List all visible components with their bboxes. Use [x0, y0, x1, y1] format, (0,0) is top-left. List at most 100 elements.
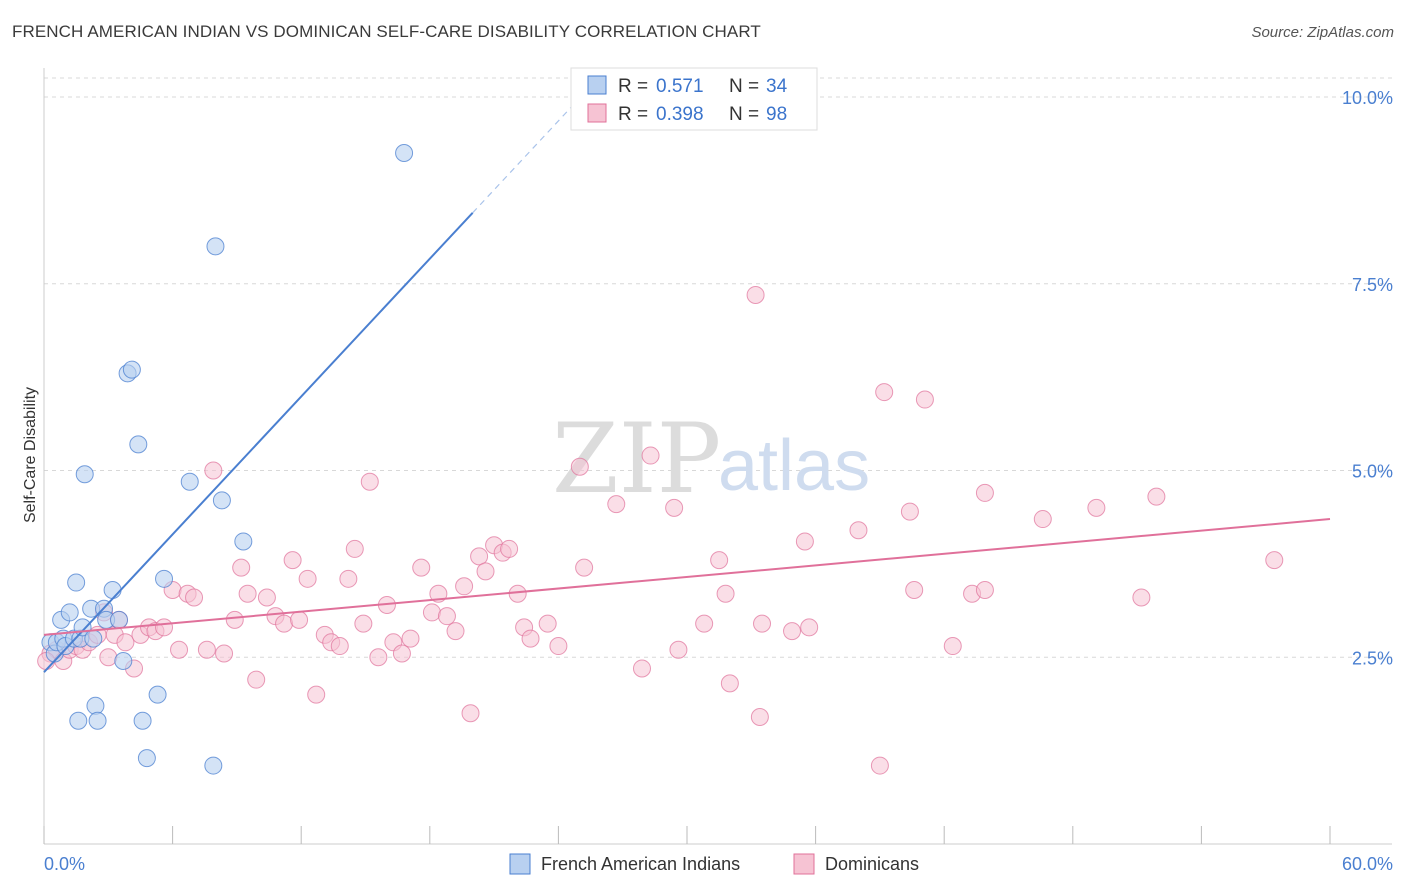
dominicans-point-32 — [283, 551, 302, 570]
trend-lines — [43, 97, 1331, 673]
dominicans-point-19 — [170, 640, 189, 659]
dominicans-point-96 — [1265, 551, 1284, 570]
french-american-indians-point-8 — [67, 573, 86, 592]
watermark: ZIP atlas — [552, 403, 870, 515]
french-american-indians-point-20 — [110, 610, 129, 629]
dominicans-point-23 — [204, 461, 223, 480]
dominicans-point-31 — [275, 614, 294, 633]
legend-r-label-1: R = — [618, 76, 648, 97]
legend-r-value-1: 0.571 — [656, 76, 704, 97]
dominicans-point-92 — [1033, 510, 1052, 529]
dominicans-point-95 — [1147, 487, 1166, 506]
french-american-indians-points — [41, 144, 414, 775]
dominicans-point-68 — [632, 659, 651, 678]
french-american-indians-trend-line — [43, 212, 474, 673]
dominicans-point-26 — [232, 558, 251, 577]
dominicans-point-48 — [412, 558, 431, 577]
dominicans-point-73 — [710, 551, 729, 570]
dominicans-point-69 — [641, 446, 660, 465]
dominicans-point-55 — [470, 547, 489, 566]
watermark-atlas: atlas — [718, 426, 870, 506]
dominicans-point-66 — [575, 558, 594, 577]
bottom-legend-swatch-blue — [509, 853, 531, 875]
french-american-indians-point-31 — [206, 237, 225, 256]
dominicans-point-41 — [354, 614, 373, 633]
french-american-indians-trend-extension — [472, 97, 581, 214]
dominicans-point-82 — [849, 521, 868, 540]
legend-r-label-2: R = — [618, 104, 648, 125]
french-american-indians-point-32 — [212, 491, 231, 510]
dominicans-point-91 — [975, 483, 994, 502]
chart-title: FRENCH AMERICAN INDIAN VS DOMINICAN SELF… — [12, 22, 761, 41]
french-american-indians-point-23 — [122, 360, 141, 379]
dominicans-point-46 — [392, 644, 411, 663]
french-american-indians-point-19 — [103, 581, 122, 600]
legend-n-value-1: 34 — [766, 76, 788, 97]
dominicans-point-77 — [750, 708, 769, 727]
french-american-indians-point-21 — [114, 651, 133, 670]
source-credit: Source: ZipAtlas.com — [1251, 24, 1394, 41]
x-tick-label-1: 60.0% — [1342, 854, 1393, 874]
dominicans-point-60 — [508, 584, 527, 603]
dominicans-point-62 — [521, 629, 540, 648]
french-american-indians-point-33 — [234, 532, 253, 551]
dominicans-point-47 — [401, 629, 420, 648]
dominicans-point-85 — [900, 502, 919, 521]
dominicans-point-64 — [549, 637, 568, 656]
dominicans-point-70 — [665, 498, 684, 517]
dominicans-point-84 — [875, 383, 894, 402]
dominicans-point-43 — [369, 648, 388, 667]
dominicans-point-12 — [116, 633, 135, 652]
dominicans-point-35 — [307, 685, 326, 704]
french-american-indians-point-16 — [88, 711, 107, 730]
dominicans-point-67 — [607, 495, 626, 514]
legend-n-label-2: N = — [729, 104, 759, 125]
dominicans-point-33 — [290, 610, 309, 629]
legend-n-value-2: 98 — [766, 104, 787, 125]
legend-box — [570, 67, 818, 131]
dominicans-point-25 — [225, 610, 244, 629]
dominicans-point-90 — [975, 581, 994, 600]
dominicans-point-63 — [538, 614, 557, 633]
dominicans-point-59 — [500, 539, 519, 558]
dominicans-point-51 — [437, 607, 456, 626]
french-american-indians-point-34 — [395, 144, 414, 163]
dominicans-point-88 — [943, 637, 962, 656]
y-tick-label-3: 10.0% — [1342, 88, 1393, 108]
french-american-indians-point-29 — [180, 472, 199, 491]
french-american-indians-point-14 — [84, 629, 103, 648]
dominicans-point-39 — [339, 569, 358, 588]
dominicans-point-42 — [360, 472, 379, 491]
dominicans-point-81 — [800, 618, 819, 637]
dominicans-point-65 — [570, 457, 589, 476]
dominicans-point-21 — [185, 588, 204, 607]
french-american-indians-point-26 — [137, 749, 156, 768]
dominicans-point-17 — [155, 618, 174, 637]
y-tick-labels: 2.5% 5.0% 7.5% 10.0% — [1342, 88, 1393, 668]
french-american-indians-point-15 — [86, 696, 105, 715]
dominicans-point-38 — [330, 637, 349, 656]
dominicans-point-52 — [446, 622, 465, 641]
x-tick-labels: 0.0% 60.0% — [44, 854, 1393, 874]
legend-swatch-pink — [587, 103, 607, 123]
legend-r-value-2: 0.398 — [656, 104, 704, 125]
dominicans-point-74 — [716, 584, 735, 603]
dominicans-point-24 — [215, 644, 234, 663]
dominicans-point-83 — [870, 756, 889, 775]
french-american-indians-point-12 — [75, 465, 94, 484]
dominicans-trend-line — [43, 518, 1331, 636]
dominicans-point-40 — [345, 539, 364, 558]
dominicans-point-56 — [476, 562, 495, 581]
legend-swatch-blue — [587, 75, 607, 95]
bottom-legend: French American Indians Dominicans — [509, 853, 919, 875]
french-american-indians-point-28 — [155, 569, 174, 588]
dominicans-point-86 — [905, 581, 924, 600]
dominicans-point-34 — [298, 569, 317, 588]
dominicans-point-29 — [257, 588, 276, 607]
dominicans-point-80 — [795, 532, 814, 551]
dominicans-point-79 — [783, 622, 802, 641]
top-legend: R = 0.571 N = 34 R = 0.398 N = 98 — [570, 67, 818, 131]
dominicans-point-49 — [422, 603, 441, 622]
french-american-indians-point-25 — [133, 711, 152, 730]
